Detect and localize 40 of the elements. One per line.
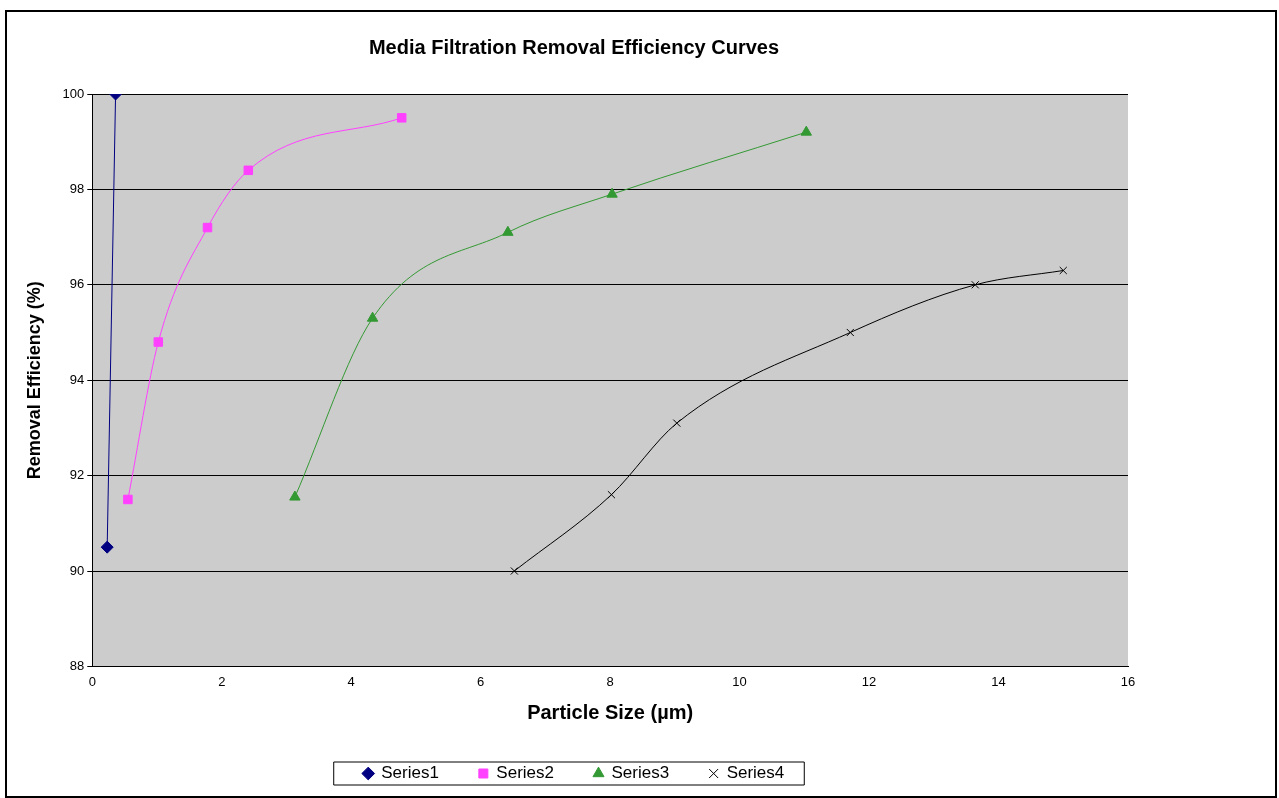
- x-tick-label: 16: [1120, 673, 1136, 689]
- point: [510, 566, 519, 576]
- x-tick-label: 2: [218, 673, 226, 689]
- point: [123, 494, 133, 505]
- y-tick-label: 88: [69, 657, 85, 673]
- x-tick-label: 4: [347, 673, 355, 689]
- y-tick-label: 90: [69, 562, 85, 578]
- point: [153, 337, 164, 347]
- legend-label: Series1: [381, 763, 439, 783]
- point: [502, 225, 514, 236]
- point: [606, 187, 618, 198]
- point: [672, 419, 681, 428]
- point: [800, 125, 812, 136]
- point: [289, 490, 301, 501]
- point: [971, 280, 980, 289]
- legend-label: Series2: [496, 763, 554, 783]
- point: [202, 222, 213, 233]
- legend-label: Series4: [726, 763, 785, 783]
- point: [607, 490, 616, 499]
- y-tick-label: 98: [69, 180, 85, 196]
- point: [846, 328, 855, 337]
- point: [366, 311, 379, 322]
- y-tick-label: 100: [62, 85, 85, 101]
- chart-title: Media Filtration Removal Efficiency Curves: [368, 35, 780, 58]
- x-tick-label: 10: [732, 673, 747, 689]
- y-tick-label: 92: [69, 467, 85, 483]
- x-tick-label: 8: [606, 673, 614, 689]
- x-axis-title: Particle Size (µm): [527, 700, 694, 723]
- point: [396, 113, 407, 123]
- y-tick-label: 96: [69, 276, 85, 292]
- legend-label: Series3: [611, 763, 670, 783]
- x-tick-label: 14: [991, 673, 1006, 689]
- x-tick-label: 0: [88, 673, 96, 689]
- point: [243, 165, 254, 176]
- point: [100, 540, 114, 554]
- x-tick-label: 12: [861, 673, 877, 689]
- y-tick-label: 94: [69, 371, 85, 387]
- y-axis-title: Removal Efficiency (%): [23, 281, 44, 480]
- x-tick-label: 6: [477, 673, 485, 689]
- point: [1059, 266, 1068, 275]
